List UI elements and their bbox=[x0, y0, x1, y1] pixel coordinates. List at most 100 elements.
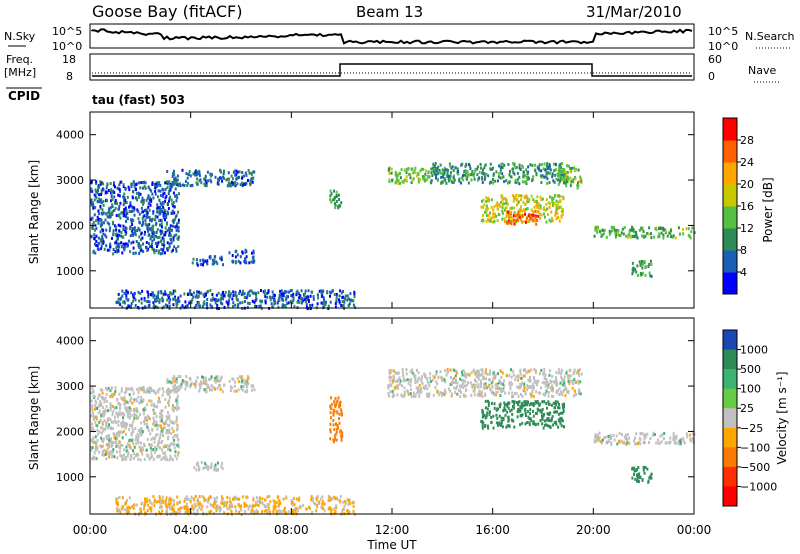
echo-cell bbox=[532, 422, 535, 426]
echo-cell bbox=[561, 208, 564, 211]
echo-cell bbox=[485, 219, 488, 223]
echo-cell bbox=[440, 175, 443, 179]
echo-cell bbox=[153, 504, 156, 508]
echo-cell bbox=[165, 496, 168, 500]
echo-cell bbox=[493, 373, 496, 377]
echo-cell bbox=[152, 422, 154, 426]
echo-cell bbox=[669, 436, 672, 440]
echo-cell bbox=[91, 446, 94, 450]
echo-cell bbox=[108, 455, 110, 459]
echo-cell bbox=[126, 195, 129, 199]
echo-cell bbox=[152, 436, 155, 440]
echo-cell bbox=[329, 198, 332, 202]
echo-cell bbox=[540, 410, 543, 414]
echo-cell bbox=[642, 229, 645, 233]
echo-cell bbox=[159, 229, 162, 233]
echo-cell bbox=[149, 237, 152, 241]
echo-cell bbox=[547, 412, 550, 416]
echo-cell bbox=[349, 292, 352, 296]
echo-cell bbox=[404, 378, 407, 382]
echo-cell bbox=[427, 170, 430, 174]
echo-cell bbox=[509, 207, 512, 210]
echo-cell bbox=[526, 388, 529, 392]
echo-cell bbox=[113, 455, 116, 459]
echo-cell bbox=[644, 273, 647, 277]
echo-cell bbox=[472, 172, 475, 176]
echo-cell bbox=[117, 402, 120, 406]
echo-cell bbox=[353, 295, 356, 299]
echo-cell bbox=[660, 231, 663, 235]
echo-cell bbox=[526, 200, 529, 204]
x-tick-label: 00:00 bbox=[677, 523, 712, 537]
echo-cell bbox=[155, 447, 158, 451]
echo-cell bbox=[244, 259, 247, 263]
echo-cell bbox=[333, 293, 336, 296]
echo-cell bbox=[287, 510, 290, 513]
echo-cell bbox=[512, 214, 515, 218]
echo-cell bbox=[154, 445, 157, 449]
echo-cell bbox=[464, 379, 467, 383]
echo-cell bbox=[339, 500, 342, 504]
echo-cell bbox=[480, 219, 483, 223]
echo-cell bbox=[112, 420, 115, 424]
echo-cell bbox=[138, 235, 141, 239]
echo-cell bbox=[111, 236, 113, 240]
echo-cell bbox=[166, 182, 169, 186]
echo-cell bbox=[514, 179, 517, 182]
echo-cell bbox=[134, 413, 137, 417]
echo-cell bbox=[406, 167, 409, 171]
echo-cell bbox=[108, 229, 111, 233]
echo-cell bbox=[484, 399, 487, 403]
echo-cell bbox=[121, 496, 124, 500]
echo-cell bbox=[210, 384, 213, 388]
echo-cell bbox=[169, 298, 172, 302]
echo-cell bbox=[560, 418, 563, 422]
echo-cell bbox=[396, 372, 399, 375]
echo-cell bbox=[335, 200, 338, 203]
echo-cell bbox=[621, 441, 624, 445]
echo-cell bbox=[509, 219, 512, 223]
echo-cell bbox=[627, 233, 630, 237]
echo-cell bbox=[499, 176, 502, 180]
echo-cell bbox=[511, 391, 514, 395]
echo-cell bbox=[112, 248, 115, 251]
echo-cell bbox=[333, 428, 336, 431]
echo-cell bbox=[447, 179, 450, 183]
echo-cell bbox=[332, 408, 335, 412]
echo-cell bbox=[688, 433, 691, 437]
echo-cell bbox=[292, 298, 295, 302]
echo-cell bbox=[115, 497, 118, 501]
echo-cell bbox=[138, 386, 141, 390]
echo-cell bbox=[497, 213, 500, 216]
echo-cell bbox=[155, 182, 158, 186]
echo-cell bbox=[530, 384, 533, 388]
echo-cell bbox=[517, 408, 520, 412]
echo-cell bbox=[153, 303, 155, 307]
echo-cell bbox=[573, 166, 575, 170]
echo-cell bbox=[123, 300, 126, 304]
echo-cell bbox=[136, 198, 139, 202]
echo-cell bbox=[186, 384, 189, 388]
echo-cell bbox=[162, 194, 164, 198]
echo-cell bbox=[505, 215, 508, 219]
echo-cell bbox=[211, 293, 214, 296]
echo-cell bbox=[293, 508, 296, 512]
echo-cell bbox=[209, 178, 212, 182]
echo-cell bbox=[162, 248, 165, 252]
echo-cell bbox=[148, 201, 151, 205]
echo-cell bbox=[162, 192, 165, 196]
echo-cell bbox=[148, 417, 151, 421]
echo-cell bbox=[273, 302, 276, 306]
echo-cell bbox=[160, 409, 163, 413]
echo-cell bbox=[482, 214, 484, 217]
echo-cell bbox=[631, 228, 634, 232]
echo-cell bbox=[316, 498, 319, 502]
echo-cell bbox=[205, 390, 208, 394]
echo-cell bbox=[212, 259, 214, 263]
echo-cell bbox=[329, 290, 332, 294]
echo-cell bbox=[352, 504, 355, 508]
echo-cell bbox=[171, 209, 174, 213]
echo-cell bbox=[647, 480, 650, 484]
echo-cell bbox=[139, 401, 142, 404]
echo-cell bbox=[296, 292, 299, 296]
